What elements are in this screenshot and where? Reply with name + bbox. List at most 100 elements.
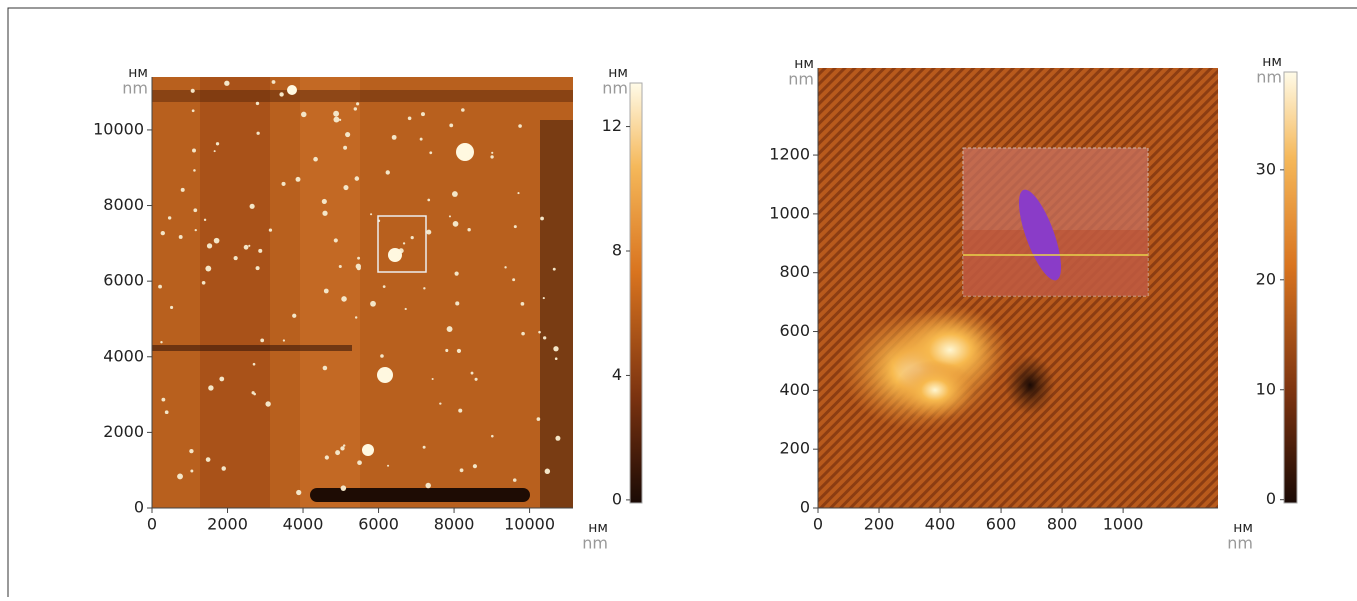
speck [356, 102, 359, 105]
speck [425, 483, 430, 488]
speck [204, 219, 206, 221]
speck [193, 208, 197, 212]
speck [219, 377, 224, 382]
speck [540, 217, 544, 221]
speck [301, 112, 307, 118]
speck [170, 306, 173, 309]
speck [205, 266, 211, 272]
speck [221, 466, 225, 470]
speck [339, 265, 342, 268]
speck [439, 402, 441, 404]
colorbar-unit-en: nm [1256, 68, 1282, 87]
speck [272, 80, 276, 84]
speck [411, 236, 414, 239]
speck [248, 245, 250, 247]
speck [343, 444, 345, 446]
speck [543, 336, 546, 339]
speck [193, 169, 196, 172]
speck [208, 385, 213, 390]
speck [296, 177, 301, 182]
speck [387, 465, 389, 467]
y-tick-label: 400 [779, 380, 810, 399]
speck [475, 378, 478, 381]
speck [517, 192, 519, 194]
x-tick-label: 0 [147, 515, 157, 534]
y-tick-label: 200 [779, 439, 810, 458]
speck [190, 470, 193, 473]
speck [427, 199, 430, 202]
x-tick-label: 800 [1047, 515, 1078, 534]
speck [512, 278, 515, 281]
particle [456, 143, 474, 161]
y-tick-label: 600 [779, 321, 810, 340]
speck [408, 116, 412, 120]
particle [388, 248, 402, 262]
colorbar-tick-label: 12 [602, 116, 622, 135]
speck [455, 272, 459, 276]
speck [490, 155, 493, 158]
colorbar-tick-label: 4 [612, 365, 622, 384]
speck [457, 349, 461, 353]
speck [426, 230, 431, 235]
speck [538, 331, 541, 334]
x-unit-en: nm [1227, 534, 1253, 553]
speck [343, 185, 348, 190]
speck [322, 199, 327, 204]
speck [521, 302, 525, 306]
x-tick-label: 4000 [283, 515, 324, 534]
speck [244, 245, 249, 250]
speck [168, 216, 171, 219]
x-tick-label: 8000 [434, 515, 475, 534]
y-tick-label: 2000 [103, 422, 144, 441]
y-tick-label: 4000 [103, 346, 144, 365]
speck [202, 281, 206, 285]
speck [461, 108, 465, 112]
speck [543, 297, 545, 299]
speck [386, 170, 390, 174]
speck [158, 285, 162, 289]
speck [518, 124, 522, 128]
speck [343, 146, 347, 150]
speck [504, 266, 506, 268]
speck [449, 123, 453, 127]
speck [392, 135, 397, 140]
speck [256, 266, 260, 270]
speck [449, 215, 451, 217]
y-tick-label: 1200 [769, 145, 810, 164]
speck [403, 242, 405, 244]
y-unit-en: nm [788, 70, 814, 89]
speck [161, 398, 165, 402]
speck [260, 339, 264, 343]
speck [206, 457, 211, 462]
speck [514, 225, 517, 228]
speck [216, 142, 219, 145]
speck [357, 460, 362, 465]
speck [432, 378, 434, 380]
speck [341, 296, 347, 302]
colorbar-tick-label: 0 [612, 489, 622, 508]
speck [177, 473, 183, 479]
y-tick-label: 8000 [103, 195, 144, 214]
speck [313, 157, 318, 162]
x-tick-label: 6000 [358, 515, 399, 534]
speck [405, 308, 407, 310]
speck [447, 326, 453, 332]
speck [179, 235, 183, 239]
speck [467, 228, 470, 231]
speck [292, 314, 296, 318]
speck [429, 151, 432, 154]
speck [160, 341, 162, 343]
speck [265, 401, 270, 406]
speck [458, 409, 462, 413]
afm-image-2 [818, 68, 1218, 508]
y-tick-label: 0 [800, 498, 810, 517]
y-tick-label: 800 [779, 262, 810, 281]
y-tick-label: 0 [134, 498, 144, 517]
speck [421, 112, 425, 116]
speck [283, 339, 285, 341]
x-unit-en: nm [582, 534, 608, 553]
speck [250, 204, 255, 209]
x-tick-label: 2000 [207, 515, 248, 534]
colorbar [1284, 72, 1297, 503]
speck [355, 316, 357, 318]
